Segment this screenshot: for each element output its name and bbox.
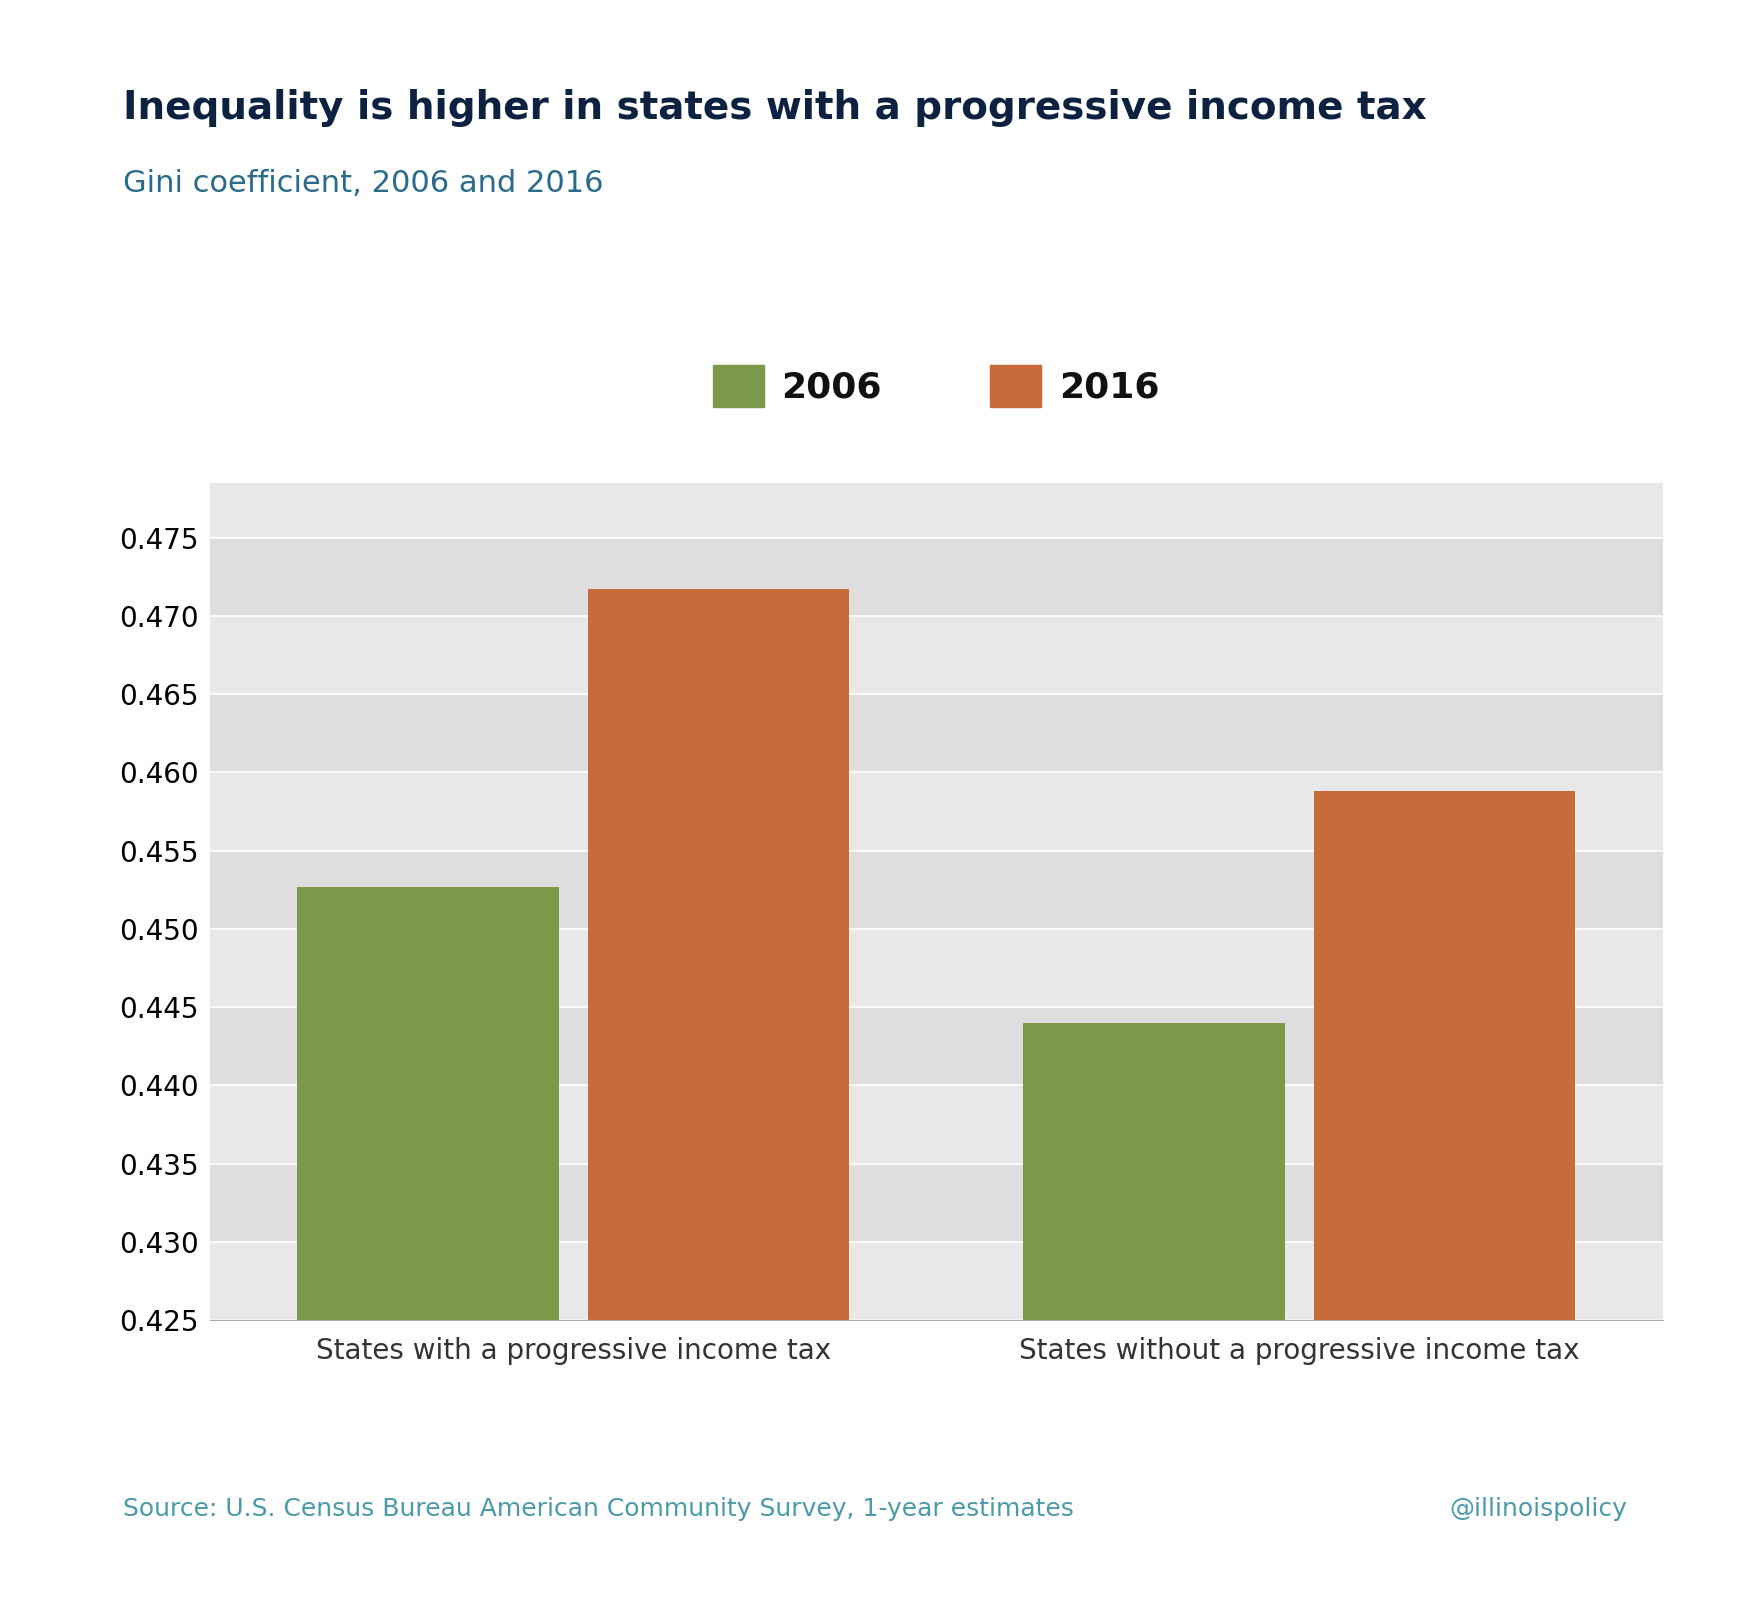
Legend: 2006, 2016: 2006, 2016 — [698, 351, 1174, 420]
Bar — [210, 617, 1662, 694]
Bar — [210, 1085, 1662, 1164]
Bar — [210, 694, 1662, 773]
Bar — [210, 1008, 1662, 1085]
Text: Gini coefficient, 2006 and 2016: Gini coefficient, 2006 and 2016 — [123, 169, 604, 198]
Text: Source: U.S. Census Bureau American Community Survey, 1-year estimates: Source: U.S. Census Bureau American Comm… — [123, 1497, 1073, 1521]
Bar — [210, 850, 1662, 929]
Text: Inequality is higher in states with a progressive income tax: Inequality is higher in states with a pr… — [123, 89, 1426, 127]
Bar — [210, 929, 1662, 1008]
Bar — [1314, 791, 1575, 1610]
Text: @illinoispolicy: @illinoispolicy — [1449, 1497, 1628, 1521]
Bar — [298, 887, 558, 1610]
Bar — [588, 589, 849, 1610]
Bar — [210, 1164, 1662, 1241]
Bar — [210, 538, 1662, 617]
Bar — [210, 1241, 1662, 1320]
Bar — [1024, 1022, 1284, 1610]
Bar — [210, 773, 1662, 850]
